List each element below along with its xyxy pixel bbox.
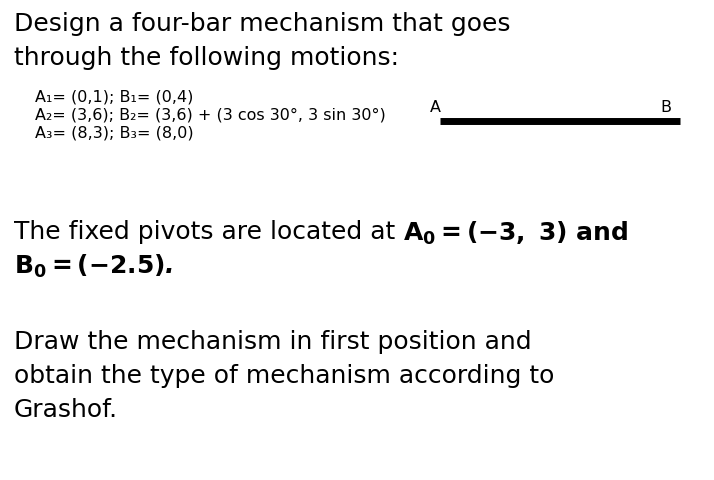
- Text: A: A: [430, 100, 441, 115]
- Text: A₂= (3,6); B₂= (3,6) + (3 cos 30°, 3 sin 30°): A₂= (3,6); B₂= (3,6) + (3 cos 30°, 3 sin…: [35, 108, 386, 123]
- Text: A₃= (8,3); B₃= (8,0): A₃= (8,3); B₃= (8,0): [35, 126, 193, 141]
- Text: obtain the type of mechanism according to: obtain the type of mechanism according t…: [14, 363, 554, 387]
- Text: $\mathit{\mathbf{A_0 = (-3,\ 3)\ and}}$: $\mathit{\mathbf{A_0 = (-3,\ 3)\ and}}$: [403, 219, 628, 247]
- Text: through the following motions:: through the following motions:: [14, 46, 399, 70]
- Text: A₁= (0,1); B₁= (0,4): A₁= (0,1); B₁= (0,4): [35, 90, 193, 105]
- Text: The fixed pivots are located at: The fixed pivots are located at: [14, 219, 403, 243]
- Text: Draw the mechanism in first position and: Draw the mechanism in first position and: [14, 329, 532, 353]
- Text: Grashof.: Grashof.: [14, 397, 118, 421]
- Text: Design a four-bar mechanism that goes: Design a four-bar mechanism that goes: [14, 12, 511, 36]
- Text: $\mathit{\mathbf{B_0 = (-2.5)}}$.: $\mathit{\mathbf{B_0 = (-2.5)}}$.: [14, 252, 174, 280]
- Text: B: B: [660, 100, 671, 115]
